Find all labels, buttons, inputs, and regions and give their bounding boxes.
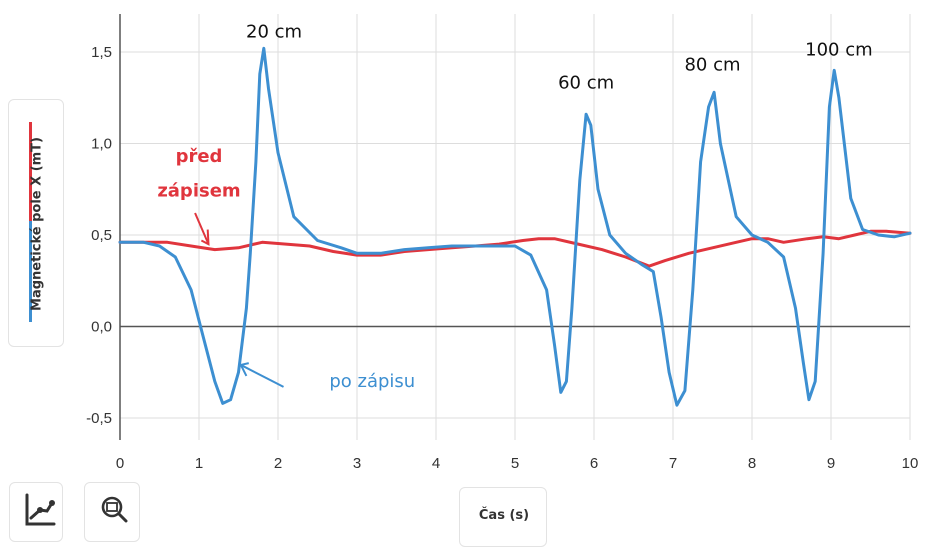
- annotation-label: 60 cm: [558, 73, 614, 94]
- annotation-label: po zápisu: [329, 371, 415, 392]
- y-tick-label: 1,0: [91, 136, 112, 153]
- x-tick-label: 6: [590, 455, 598, 472]
- annotation-label: 80 cm: [684, 54, 740, 75]
- x-tick-label: 1: [195, 455, 203, 472]
- y-tick-label: 0,5: [91, 227, 112, 244]
- y-axis-label: Magnetické pole X (mT): [29, 137, 45, 311]
- annotation-label: 100 cm: [805, 40, 873, 61]
- x-tick-label: 10: [902, 455, 919, 472]
- x-axis-label: Čas (s): [478, 508, 530, 523]
- chart: 0 1 2 3 4 5 6 7 8 9 10 -0,5 0,0 0,5 1,0 1,5 20 cm 60 cm 80…: [86, 14, 919, 472]
- x-tick-label: 9: [827, 455, 835, 472]
- x-tick-label: 7: [669, 455, 677, 472]
- x-tick-label: 2: [274, 455, 282, 472]
- zoom-icon: [101, 496, 128, 523]
- y-axis-label-box[interactable]: Magnetické pole X (mT): [8, 99, 64, 347]
- y-tick-label: 1,5: [91, 44, 112, 61]
- legend-red-line: [29, 122, 32, 221]
- annotation-label: před: [176, 146, 223, 167]
- y-tick-label: 0,0: [91, 319, 112, 336]
- annotation-label: zápisem: [157, 181, 240, 202]
- line-chart-icon: [25, 493, 56, 526]
- annotation-arrow-red: [194, 212, 210, 245]
- annotation-arrow-blue: [240, 364, 284, 388]
- y-tick-label: -0,5: [86, 410, 112, 427]
- chart-options-button[interactable]: [9, 482, 63, 542]
- x-tick-label: 5: [511, 455, 519, 472]
- x-tick-label: 8: [748, 455, 756, 472]
- annotation-arrowhead-red: [200, 229, 210, 246]
- x-tick-label: 4: [432, 455, 440, 472]
- x-tick-label: 0: [116, 455, 124, 472]
- series-line-red: [118, 229, 912, 268]
- x-tick-label: 3: [353, 455, 361, 472]
- x-axis-label-box[interactable]: Čas (s): [459, 487, 547, 547]
- annotation-label: 20 cm: [246, 21, 302, 42]
- annotation-arrowhead-blue: [239, 362, 249, 377]
- series-line-blue: [118, 46, 912, 407]
- zoom-button[interactable]: [84, 482, 140, 542]
- legend-blue-line: [29, 221, 32, 322]
